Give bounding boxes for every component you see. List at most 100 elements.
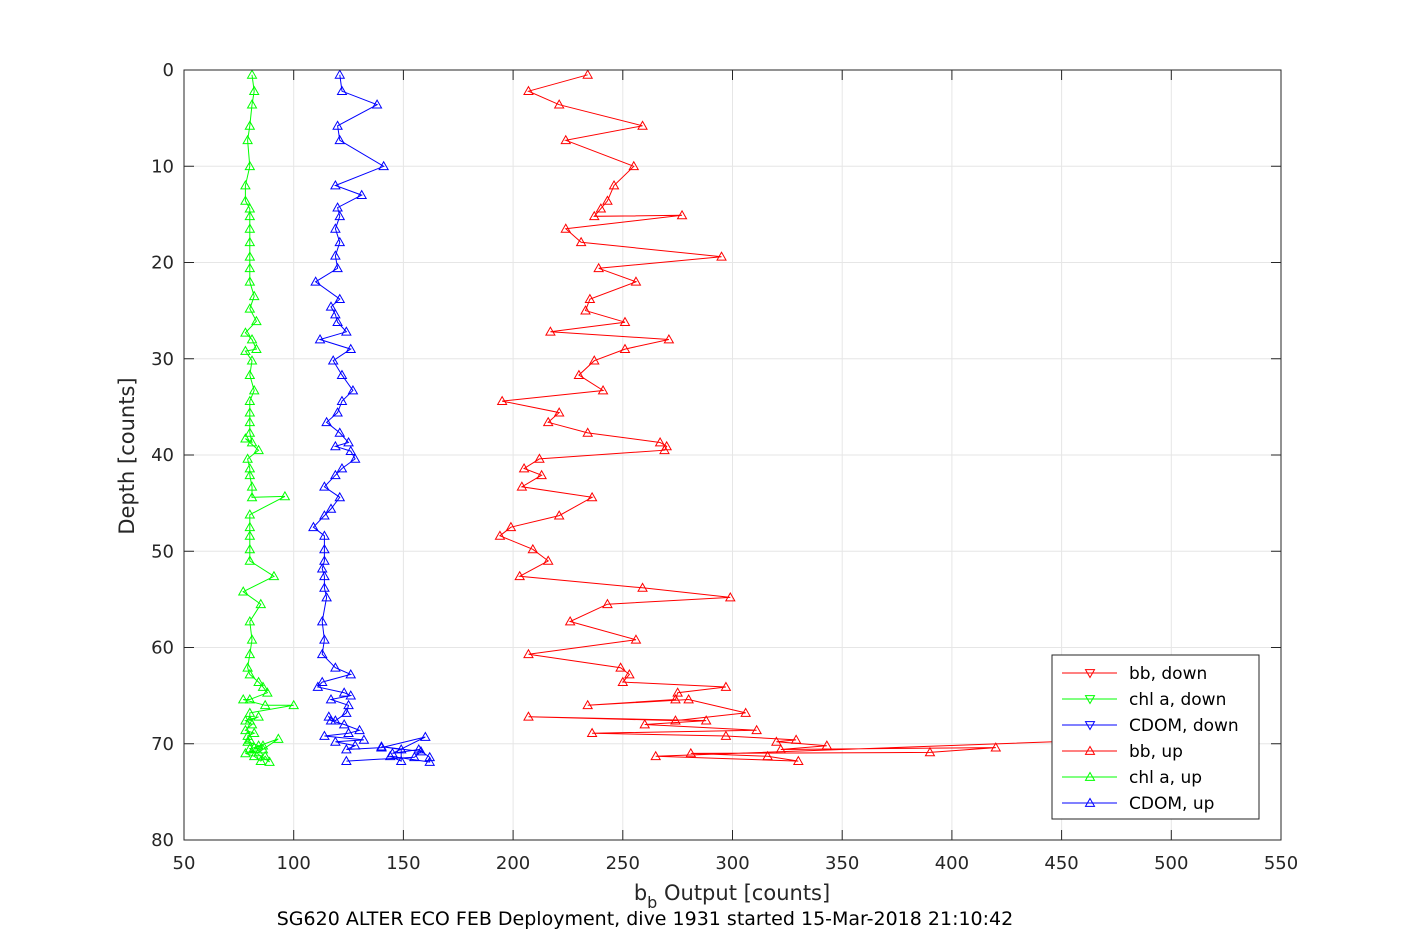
data-point: [334, 134, 346, 145]
data-point: [384, 750, 396, 761]
data-point: [242, 134, 253, 145]
x-tick-label: 450: [1044, 853, 1078, 874]
data-point: [246, 70, 258, 79]
data-point: [637, 120, 648, 130]
x-axis-label: bb Output [counts]: [634, 881, 830, 912]
y-tick-label: 50: [151, 541, 174, 562]
data-point: [676, 209, 688, 220]
data-point: [244, 530, 256, 540]
data-point: [259, 750, 271, 761]
data-point: [354, 724, 365, 735]
legend-label: bb, up: [1129, 742, 1183, 762]
data-point: [349, 453, 361, 463]
data-point: [564, 616, 576, 626]
data-point: [246, 481, 258, 491]
legend-entry: chl a, up: [1062, 768, 1202, 788]
data-point: [724, 591, 736, 602]
data-point: [316, 648, 328, 659]
data-point: [593, 262, 605, 273]
data-point: [586, 727, 598, 738]
data-point: [240, 715, 251, 725]
data-point: [319, 530, 330, 540]
data-point: [264, 756, 275, 766]
data-point: [424, 751, 436, 762]
data-point: [319, 510, 330, 520]
legend-label: CDOM, down: [1129, 716, 1239, 736]
data-point: [237, 693, 249, 704]
data-point: [628, 160, 640, 171]
data-point: [338, 718, 350, 729]
data-point: [334, 427, 346, 437]
y-tick-label: 70: [151, 734, 174, 755]
data-point: [672, 687, 684, 697]
data-point: [685, 747, 697, 758]
data-point: [534, 453, 545, 463]
data-point: [575, 236, 587, 247]
data-point: [720, 730, 732, 740]
data-point: [630, 634, 642, 644]
data-point: [257, 740, 269, 750]
data-point: [246, 634, 258, 644]
data-point: [523, 648, 534, 659]
x-tick-label: 550: [1264, 853, 1298, 874]
data-point: [240, 747, 251, 758]
x-tick-label: 200: [496, 853, 530, 874]
data-point: [240, 345, 251, 355]
data-point: [255, 755, 267, 765]
x-tick-label: 100: [277, 853, 311, 874]
y-tick-label: 80: [151, 830, 174, 851]
ticks: [183, 69, 1282, 841]
data-point: [586, 491, 598, 502]
data-point: [716, 251, 727, 261]
data-point: [237, 586, 249, 596]
data-point: [244, 395, 256, 405]
data-point: [325, 693, 337, 704]
x-tick-label: 500: [1154, 853, 1188, 874]
data-point: [347, 385, 359, 395]
data-point: [327, 355, 339, 365]
data-point: [516, 481, 528, 491]
data-point: [248, 727, 260, 738]
data-point: [332, 407, 343, 417]
data-point: [319, 582, 330, 592]
data-point: [424, 756, 436, 766]
data-point: [588, 355, 600, 365]
data-point: [244, 555, 256, 565]
data-point: [244, 303, 256, 313]
data-point: [670, 693, 681, 704]
data-point: [514, 570, 526, 581]
data-point: [244, 416, 256, 427]
data-point: [244, 262, 256, 273]
data-point: [330, 662, 341, 672]
data-point: [251, 315, 262, 326]
data-point: [334, 293, 346, 303]
data-point: [288, 699, 300, 710]
data-point: [246, 355, 258, 365]
data-point: [358, 734, 370, 744]
data-point: [319, 543, 330, 554]
data-point: [619, 343, 631, 353]
data-point: [345, 668, 357, 679]
series-4: [237, 70, 300, 766]
legend-entry: CDOM, up: [1062, 794, 1214, 814]
data-point: [345, 690, 357, 700]
data-point: [602, 598, 613, 609]
data-point: [246, 491, 258, 502]
data-point: [308, 521, 319, 532]
series-5: [308, 70, 436, 766]
x-axis-label-main: b: [634, 881, 647, 905]
data-point: [240, 179, 251, 190]
data-point: [244, 210, 256, 221]
data-point: [378, 160, 390, 171]
data-point: [821, 740, 833, 750]
data-point: [654, 436, 666, 447]
data-point: [505, 521, 517, 532]
data-point: [240, 195, 251, 205]
data-point: [751, 724, 762, 735]
y-tick-label: 10: [151, 156, 174, 177]
data-point: [523, 711, 534, 721]
legend: bb, down chl a, down CDOM, down bb, up chl a…: [1051, 654, 1260, 820]
data-point: [253, 444, 264, 455]
data-point: [319, 634, 330, 644]
